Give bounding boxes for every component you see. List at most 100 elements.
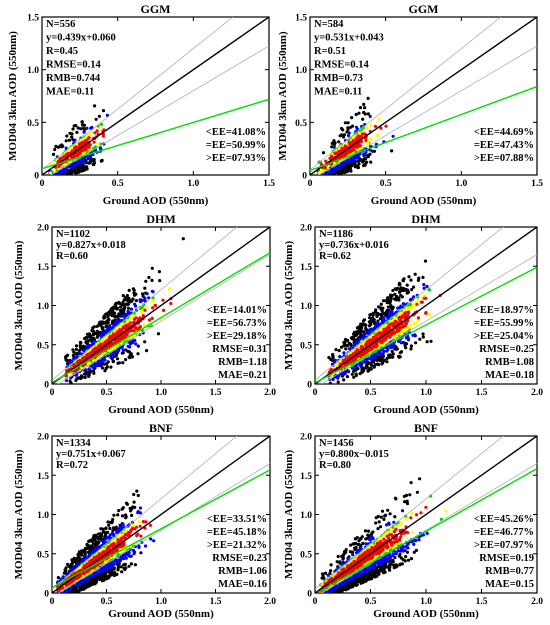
scatter-point bbox=[392, 316, 397, 320]
scatter-point bbox=[101, 572, 105, 576]
scatter-point bbox=[91, 326, 95, 330]
y-tick-label: 0 bbox=[302, 172, 307, 182]
scatter-point bbox=[82, 129, 86, 134]
scatter-point bbox=[144, 544, 148, 548]
scatter-point bbox=[395, 329, 399, 333]
scatter-point bbox=[143, 340, 147, 344]
ee-stat-label: >EE=07.88% bbox=[474, 153, 534, 164]
scatter-point bbox=[391, 324, 395, 328]
scatter-point bbox=[69, 363, 73, 367]
y-tick-label: 0 bbox=[307, 381, 312, 391]
scatter-point bbox=[332, 145, 336, 149]
scatter-point bbox=[91, 542, 95, 546]
ee-upper-line bbox=[52, 436, 238, 590]
x-tick-label: 1.5 bbox=[263, 179, 275, 189]
scatter-point bbox=[89, 538, 93, 542]
scatter-point bbox=[115, 529, 119, 533]
scatter-point bbox=[142, 298, 146, 302]
scatter-point bbox=[126, 306, 130, 310]
scatter-point bbox=[91, 577, 95, 581]
y-tick-label: 1.0 bbox=[37, 511, 49, 521]
scatter-point bbox=[371, 316, 375, 320]
scatter-point bbox=[364, 138, 368, 142]
scatter-point bbox=[425, 284, 429, 289]
scatter-point bbox=[85, 542, 89, 547]
scatter-point bbox=[64, 354, 68, 358]
scatter-point bbox=[405, 283, 409, 287]
scatter-point bbox=[97, 540, 101, 545]
ee-stat-label: RMSE=0.25 bbox=[479, 344, 534, 355]
scatter-point bbox=[71, 560, 75, 564]
stat-label: R=0.62 bbox=[319, 251, 351, 262]
scatter-point bbox=[342, 372, 346, 376]
scatter-point bbox=[95, 361, 100, 365]
scatter-point bbox=[366, 112, 370, 116]
scatter-point bbox=[409, 344, 413, 348]
scatter-point bbox=[355, 332, 359, 337]
scatter-point bbox=[375, 133, 380, 137]
scatter-point bbox=[79, 588, 83, 592]
scatter-point bbox=[145, 292, 149, 296]
scatter-point bbox=[97, 114, 101, 118]
scatter-point bbox=[346, 356, 350, 360]
scatter-point bbox=[343, 166, 347, 170]
stat-label: N=1102 bbox=[56, 229, 90, 240]
scatter-point bbox=[84, 546, 88, 550]
scatter-point bbox=[389, 333, 393, 337]
scatter-point bbox=[368, 152, 372, 156]
scatter-point bbox=[404, 555, 408, 559]
scatter-point bbox=[416, 278, 420, 282]
scatter-point bbox=[156, 332, 161, 336]
scatter-point bbox=[99, 527, 103, 531]
scatter-point bbox=[74, 347, 78, 352]
scatter-point bbox=[67, 148, 71, 152]
scatter-point bbox=[141, 314, 145, 318]
scatter-point bbox=[119, 330, 123, 334]
scatter-point bbox=[329, 368, 333, 372]
scatter-point bbox=[135, 489, 139, 493]
stat-label: MAE=0.11 bbox=[314, 87, 362, 98]
scatter-point bbox=[370, 354, 374, 358]
scatter-point bbox=[91, 332, 95, 337]
scatter-point bbox=[95, 129, 99, 133]
scatter-point bbox=[125, 319, 130, 323]
stat-label: y=0.736x+0.016 bbox=[319, 240, 389, 251]
regression-line bbox=[310, 85, 537, 172]
scatter-point bbox=[141, 292, 145, 296]
scatter-point bbox=[112, 526, 116, 530]
scatter-point bbox=[101, 326, 105, 330]
scatter-point bbox=[362, 102, 366, 106]
panel-title: DHM bbox=[146, 212, 175, 226]
scatter-point bbox=[100, 339, 104, 343]
scatter-point bbox=[100, 569, 104, 574]
scatter-point bbox=[325, 165, 330, 169]
scatter-point bbox=[324, 159, 328, 163]
scatter-point bbox=[94, 577, 98, 581]
scatter-point bbox=[337, 172, 341, 175]
scatter-point bbox=[119, 545, 124, 549]
scatter-point bbox=[69, 372, 73, 376]
scatter-point bbox=[393, 331, 397, 335]
scatter-point bbox=[369, 322, 373, 326]
scatter-point bbox=[409, 347, 413, 351]
scatter-point bbox=[70, 150, 74, 154]
scatter-point bbox=[116, 513, 120, 517]
scatter-point bbox=[330, 358, 334, 362]
scatter-point bbox=[121, 336, 125, 340]
scatter-point bbox=[351, 124, 355, 128]
scatter-point bbox=[387, 325, 391, 329]
scatter-point bbox=[72, 124, 76, 128]
scatter-point bbox=[98, 126, 103, 130]
scatter-point bbox=[65, 153, 69, 157]
scatter-point bbox=[118, 308, 122, 313]
scatter-point bbox=[75, 562, 79, 567]
scatter-point bbox=[120, 507, 124, 511]
scatter-point bbox=[82, 372, 87, 376]
scatter-point bbox=[114, 314, 118, 318]
scatter-point bbox=[123, 296, 128, 300]
scatter-point bbox=[93, 145, 97, 149]
scatter-point bbox=[364, 150, 368, 155]
scatter-point bbox=[343, 153, 347, 157]
scatter-point bbox=[147, 275, 151, 280]
scatter-point bbox=[117, 313, 121, 317]
